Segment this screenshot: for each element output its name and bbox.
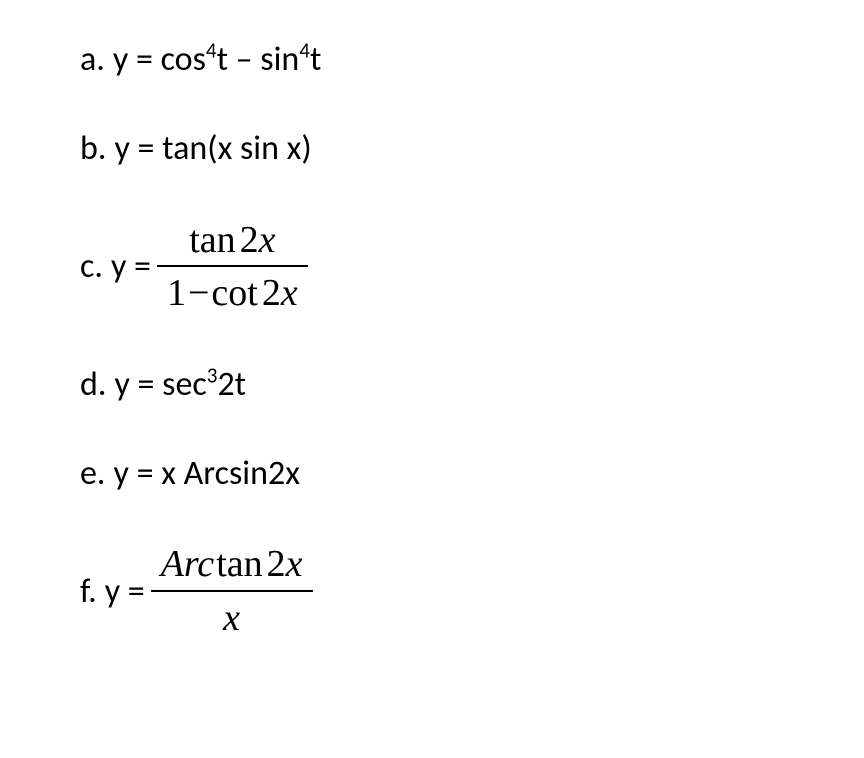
equation-d: d. y = sec32t	[80, 365, 864, 406]
equation-a: a. y = cos4t – sin4t	[80, 40, 864, 81]
lhs: y =	[113, 39, 161, 80]
label-a: a.	[80, 40, 105, 81]
den-coef: 2	[262, 272, 281, 314]
part2: 2t	[217, 364, 246, 405]
equation-e: e. y = x Arcsin2x	[80, 454, 864, 495]
num-coef: 2	[240, 219, 259, 261]
fraction-f: Arctan2x x	[151, 542, 313, 641]
fraction-c: tan2x 1−cot2x	[157, 218, 308, 317]
sup2: 4	[299, 38, 310, 64]
den-var: x	[223, 597, 240, 639]
lhs: y =	[114, 364, 162, 405]
label-f: f.	[80, 572, 97, 613]
sup1: 3	[207, 362, 218, 388]
expr-d: y = sec32t	[114, 365, 246, 406]
den-minus: −	[188, 272, 209, 314]
equation-c: c. y = tan2x 1−cot2x	[80, 218, 864, 317]
num-var: x	[259, 219, 276, 261]
sup1: 4	[206, 38, 217, 64]
part1: sec	[162, 364, 207, 405]
den-var: x	[281, 272, 298, 314]
den-fn: cot	[211, 272, 257, 314]
label-b: b.	[80, 129, 106, 170]
expr-b: y = tan(x sin x)	[114, 129, 311, 170]
lhs-c: y =	[111, 247, 151, 288]
expr-a: y = cos4t – sin4t	[113, 40, 321, 81]
label-c: c.	[80, 247, 103, 288]
num-fn: tan	[189, 219, 235, 261]
num-var: x	[286, 543, 303, 585]
label-d: d.	[80, 365, 106, 406]
den-one: 1	[167, 272, 186, 314]
label-e: e.	[80, 454, 106, 495]
lhs-f: y =	[105, 572, 145, 613]
num-coef: 2	[267, 543, 286, 585]
expr-e: y = x Arcsin2x	[114, 454, 300, 495]
equation-f: f. y = Arctan2x x	[80, 542, 864, 641]
part2: t – sin	[217, 39, 300, 80]
numerator-f: Arctan2x	[151, 542, 313, 590]
num-fn: tan	[216, 543, 262, 585]
denominator-c: 1−cot2x	[157, 265, 308, 317]
num-arc: Arc	[161, 543, 214, 585]
denominator-f: x	[151, 590, 313, 642]
equation-b: b. y = tan(x sin x)	[80, 129, 864, 170]
numerator-c: tan2x	[157, 218, 308, 266]
part3: t	[310, 39, 321, 80]
part1: cos	[161, 39, 206, 80]
